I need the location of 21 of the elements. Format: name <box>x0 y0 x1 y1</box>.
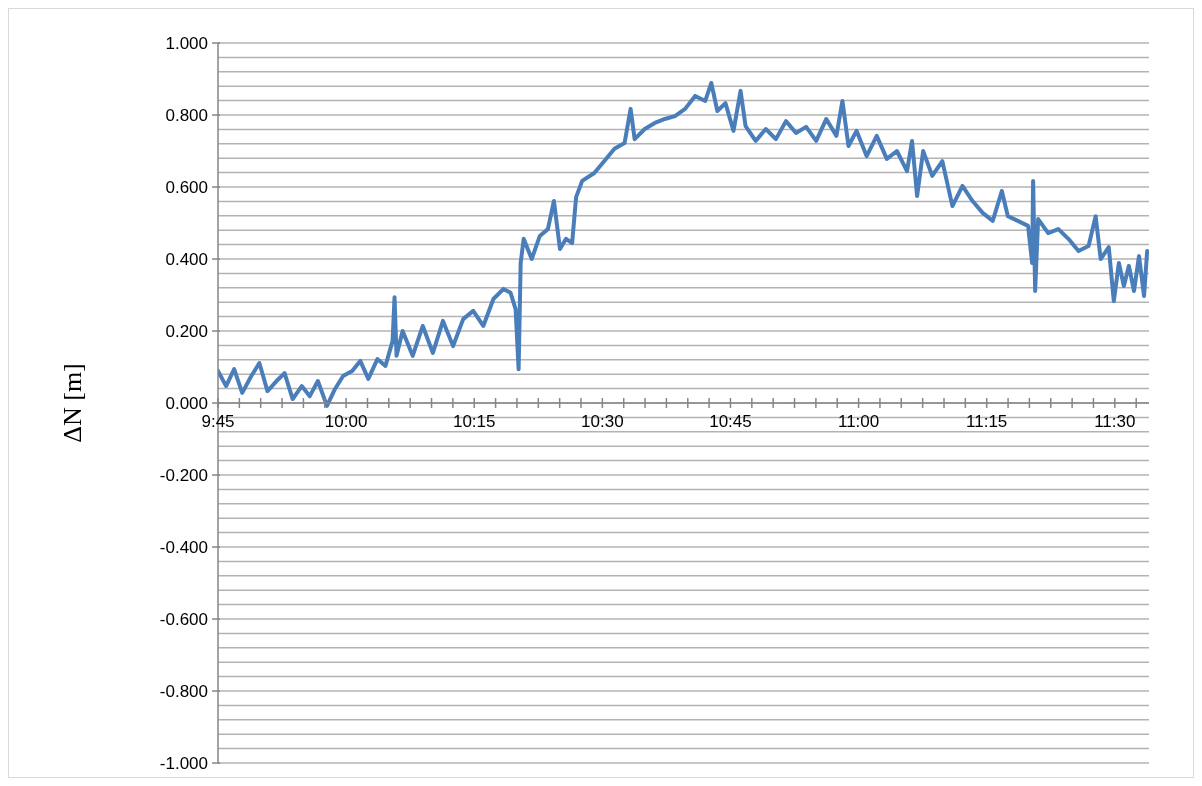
x-tick-label: 10:45 <box>709 412 752 431</box>
x-tick-label: 10:15 <box>452 412 496 431</box>
x-tick-label: 10:30 <box>581 412 624 431</box>
y-tick-label: 0.200 <box>165 322 208 341</box>
x-tick-label: 10:00 <box>324 412 368 431</box>
y-tick-label: -0.200 <box>159 466 208 485</box>
y-tick-label: -1.000 <box>159 754 208 773</box>
y-tick-label: -0.800 <box>159 682 208 701</box>
y-tick-label: 0.000 <box>165 394 208 413</box>
y-tick-label: -0.400 <box>159 538 208 557</box>
x-tick-label: 9:45 <box>201 412 235 431</box>
y-tick-label: 0.600 <box>165 178 208 197</box>
y-tick-label: 0.400 <box>165 250 208 269</box>
y-tick-label: -0.600 <box>159 610 208 629</box>
y-tick-label: 0.800 <box>165 106 208 125</box>
x-tick-label: 11:30 <box>1094 412 1136 431</box>
x-tick-label: 11:00 <box>837 412 880 431</box>
x-tick-label: 11:15 <box>966 412 1008 431</box>
line-series <box>218 80 1149 408</box>
y-tick-label: 1.000 <box>165 34 208 53</box>
y-axis-title: ΔN [m] <box>58 363 87 443</box>
